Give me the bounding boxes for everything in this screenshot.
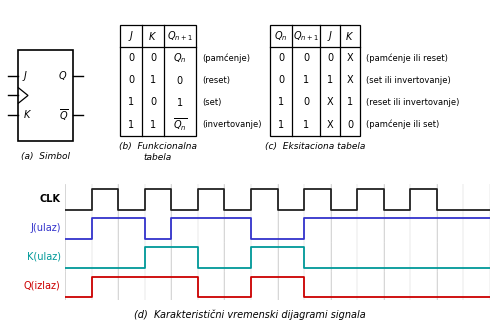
Text: $K$: $K$ [346,30,354,42]
Text: $J$: $J$ [128,29,134,43]
Text: 0: 0 [278,75,284,85]
Text: (pamćenje ili set): (pamćenje ili set) [366,120,440,129]
Text: $1$: $1$ [176,97,184,109]
Text: 1: 1 [150,120,156,130]
Text: J(ulaz): J(ulaz) [30,223,61,233]
Text: Q(izlaz): Q(izlaz) [24,281,61,291]
Text: 0: 0 [327,53,333,63]
Text: (d)  Karakteristični vremenski dijagrami signala: (d) Karakteristični vremenski dijagrami … [134,309,366,320]
Text: X: X [346,53,354,63]
Text: J: J [24,70,27,80]
Text: CLK: CLK [40,194,61,203]
Text: (reset): (reset) [202,76,230,85]
Text: $Q_{n+1}$: $Q_{n+1}$ [293,29,319,43]
Text: $K$: $K$ [148,30,158,42]
Text: X: X [326,120,334,130]
Text: 1: 1 [128,120,134,130]
Text: 0: 0 [303,98,309,108]
Text: 1: 1 [150,75,156,85]
Text: $\overline{Q}$: $\overline{Q}$ [59,108,69,123]
Text: (pamćenje): (pamćenje) [202,54,250,63]
Text: $\overline{Q_n}$: $\overline{Q_n}$ [173,116,187,133]
Text: 1: 1 [278,98,284,108]
Text: 0: 0 [347,120,353,130]
Text: 0: 0 [303,53,309,63]
Text: 0: 0 [150,98,156,108]
Text: 1: 1 [303,120,309,130]
Text: (c)  Eksitaciona tabela: (c) Eksitaciona tabela [265,142,365,151]
Text: $Q_n$: $Q_n$ [274,29,288,43]
Text: 1: 1 [303,75,309,85]
Text: 1: 1 [347,98,353,108]
Text: 0: 0 [278,53,284,63]
Text: $0$: $0$ [176,74,184,86]
Text: 1: 1 [128,98,134,108]
Text: Q: Q [59,70,66,80]
Text: 0: 0 [128,53,134,63]
Text: 0: 0 [150,53,156,63]
Text: $Q_{n+1}$: $Q_{n+1}$ [167,29,193,43]
Text: (set): (set) [202,98,222,107]
Text: tabela: tabela [144,153,172,162]
Text: X: X [326,98,334,108]
Text: $Q_n$: $Q_n$ [173,51,187,65]
Text: (a)  Simbol: (a) Simbol [21,152,70,161]
Bar [120,25,196,136]
Text: (reset ili invertovanje): (reset ili invertovanje) [366,98,460,107]
Text: $J$: $J$ [327,29,333,43]
Text: (pamćenje ili reset): (pamćenje ili reset) [366,54,448,63]
Text: (b)  Funkcionalna: (b) Funkcionalna [119,142,197,151]
Text: K(ulaz): K(ulaz) [27,252,61,262]
Text: 1: 1 [278,120,284,130]
Text: (set ili invertovanje): (set ili invertovanje) [366,76,451,85]
Text: (invertovanje): (invertovanje) [202,120,262,129]
Bar [270,25,360,136]
Text: X: X [346,75,354,85]
Text: K: K [24,110,30,120]
Text: 0: 0 [128,75,134,85]
Bar [18,50,73,141]
Text: 1: 1 [327,75,333,85]
